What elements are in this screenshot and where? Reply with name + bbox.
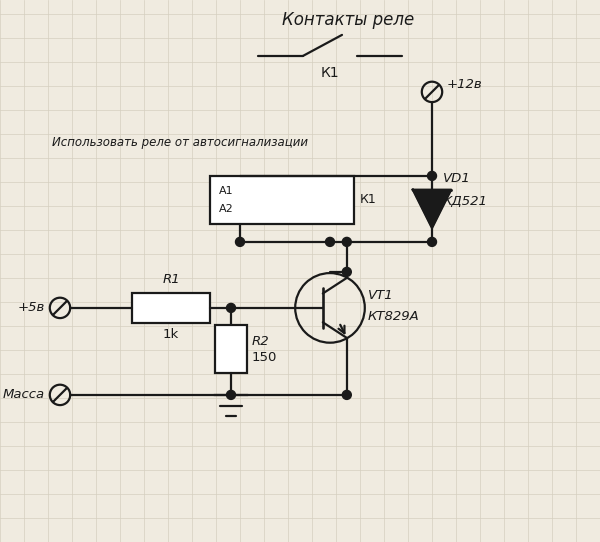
- Text: КТ829А: КТ829А: [368, 311, 419, 324]
- Circle shape: [235, 237, 245, 247]
- Text: VT1: VT1: [368, 289, 394, 302]
- Bar: [132, 293, 210, 323]
- Text: +12в: +12в: [447, 78, 482, 91]
- Circle shape: [427, 171, 437, 180]
- Text: КД521: КД521: [443, 195, 488, 208]
- Circle shape: [342, 237, 352, 247]
- Text: R1: R1: [162, 273, 180, 286]
- Circle shape: [342, 267, 352, 276]
- Text: VD1: VD1: [443, 172, 470, 185]
- Text: +5в: +5в: [18, 301, 45, 314]
- Bar: [215, 325, 247, 373]
- Circle shape: [427, 237, 437, 247]
- Bar: [210, 176, 354, 224]
- Polygon shape: [413, 190, 451, 228]
- Text: A2: A2: [219, 204, 234, 214]
- Text: К1: К1: [320, 66, 340, 80]
- Text: Использовать реле от автосигнализации: Использовать реле от автосигнализации: [52, 137, 308, 150]
- Text: Контакты реле: Контакты реле: [282, 11, 414, 29]
- Text: 1k: 1k: [163, 328, 179, 341]
- Text: Масса: Масса: [3, 389, 45, 402]
- Text: 150: 150: [252, 351, 277, 364]
- Text: A1: A1: [219, 186, 233, 196]
- Text: К1: К1: [360, 193, 377, 207]
- Circle shape: [227, 390, 235, 399]
- Circle shape: [325, 237, 335, 247]
- Text: R2: R2: [252, 335, 269, 348]
- Circle shape: [227, 304, 235, 312]
- Circle shape: [342, 390, 352, 399]
